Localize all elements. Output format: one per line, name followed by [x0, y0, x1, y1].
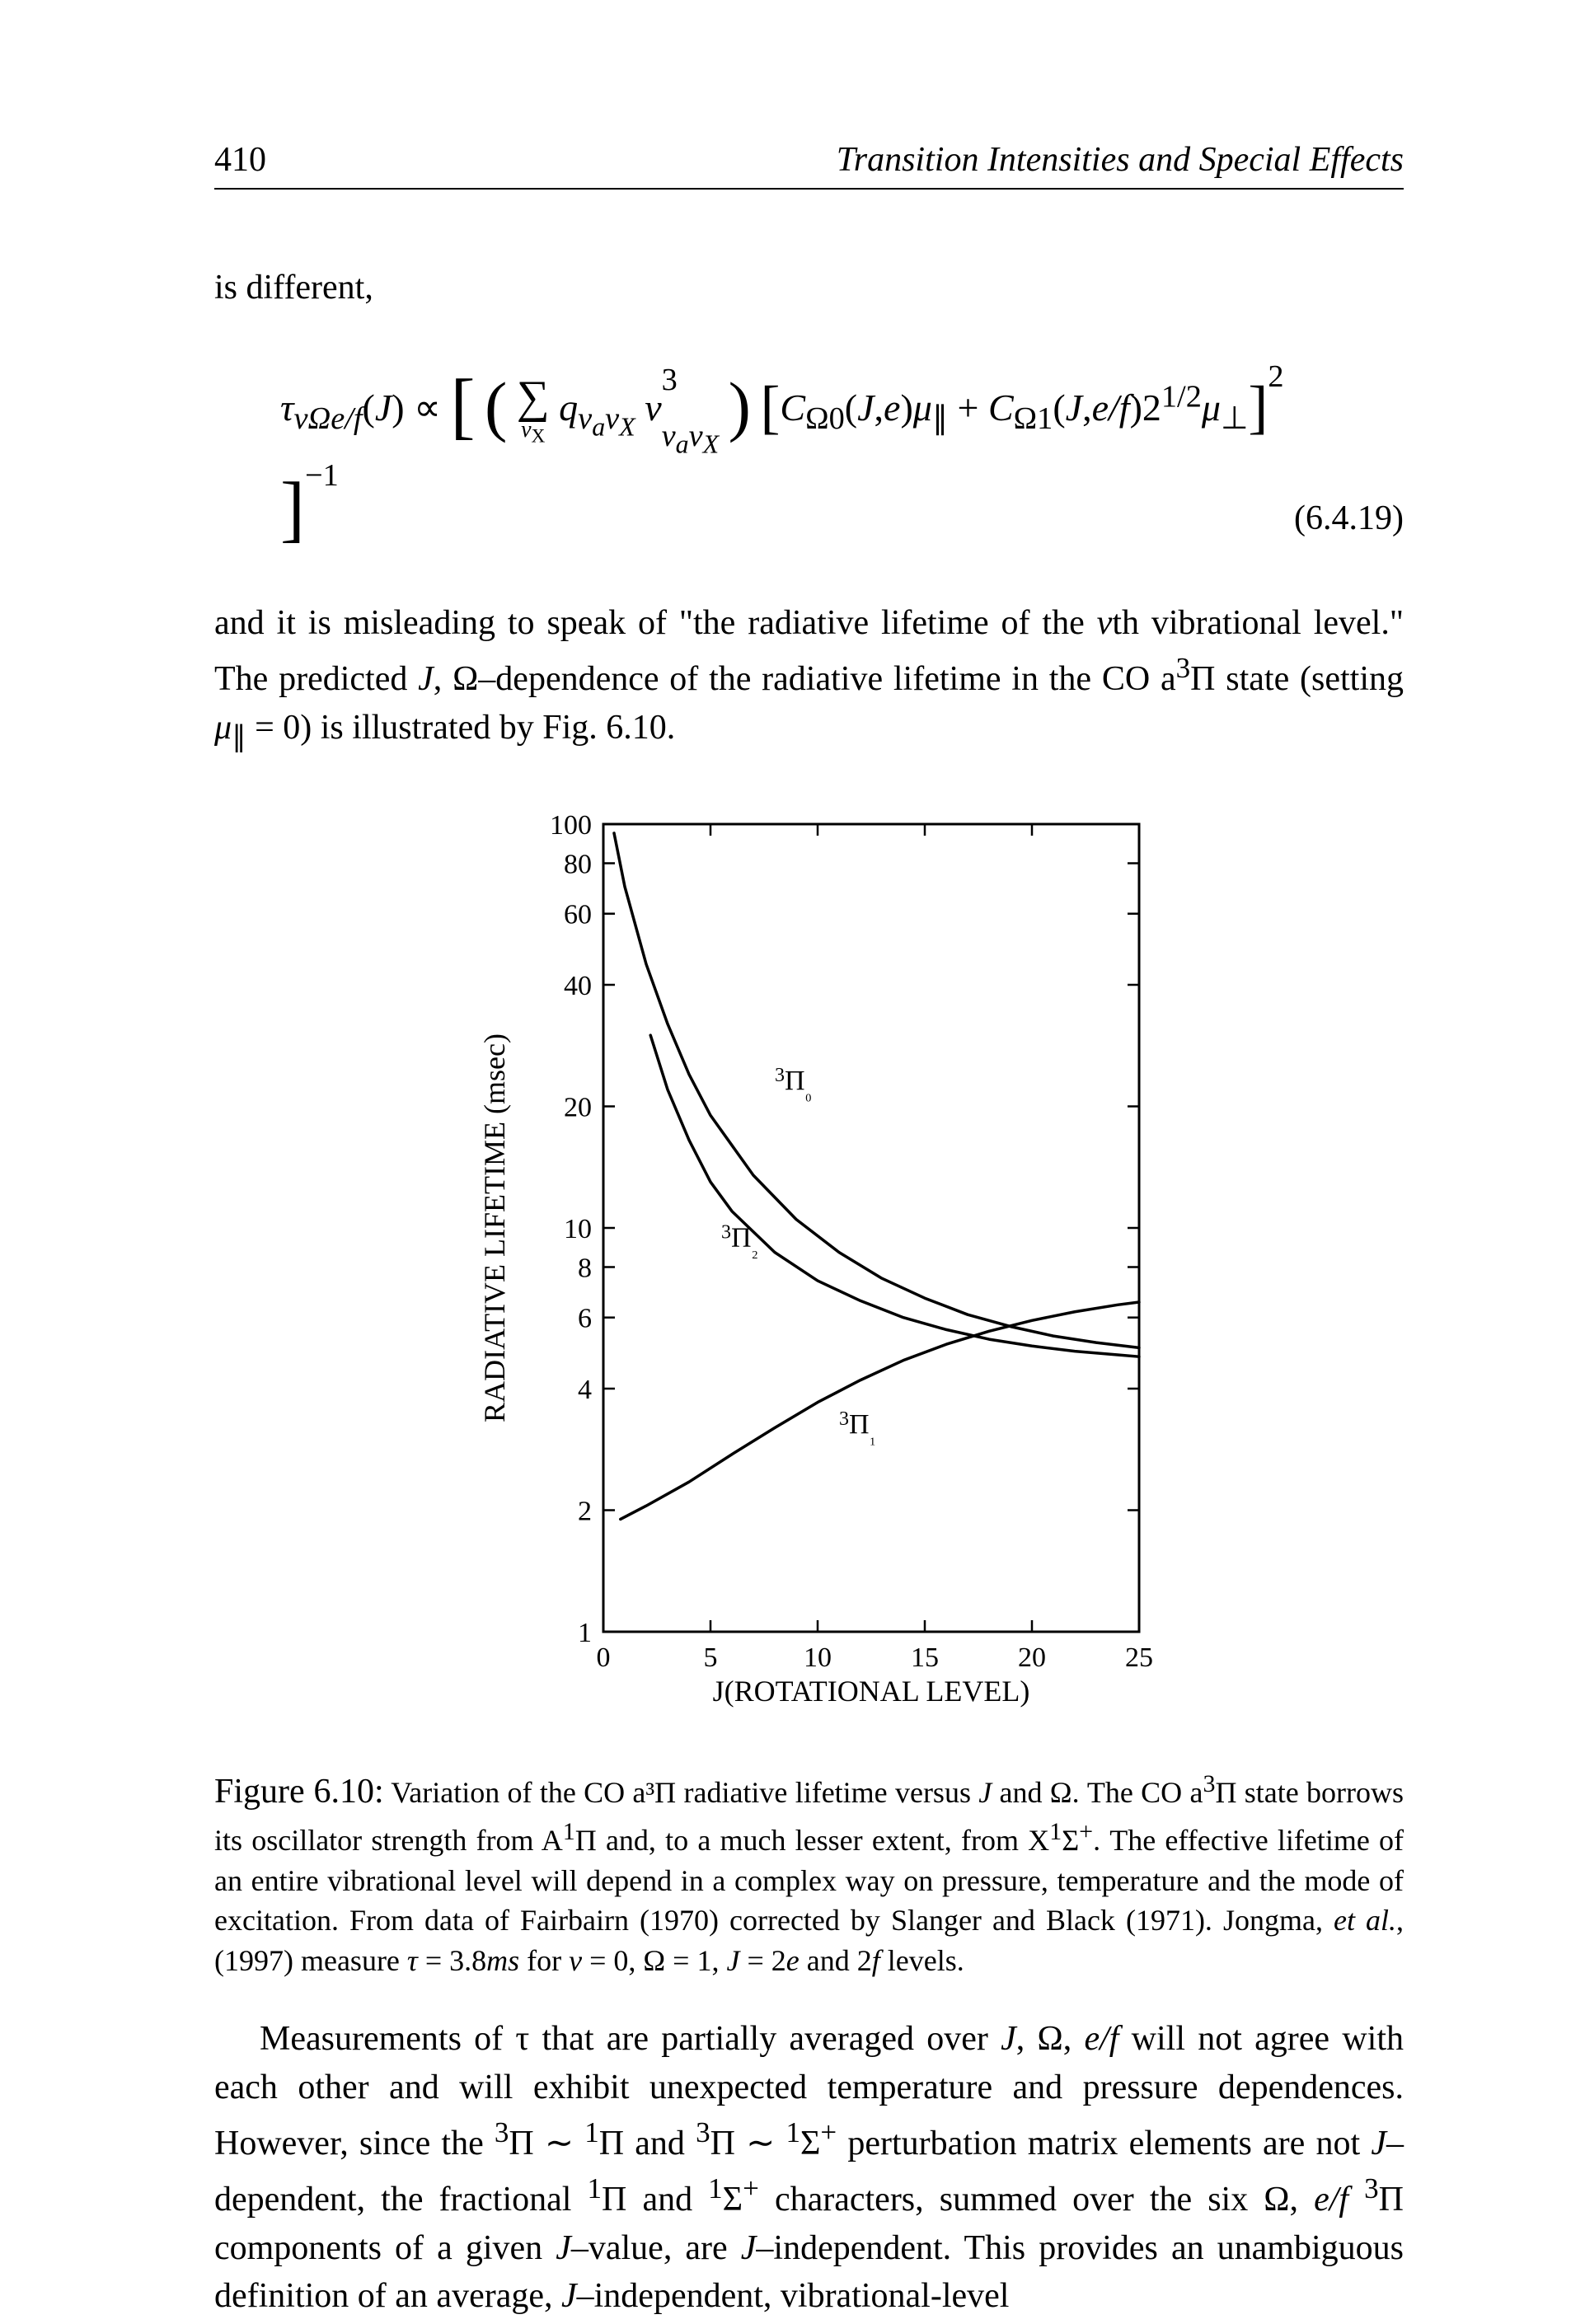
equation-number: (6.4.19): [1294, 499, 1404, 541]
chart-svg: 05101520251246810204060801003Π₀3Π₂3Π₁J(R…: [447, 791, 1172, 1714]
svg-text:20: 20: [1018, 1642, 1046, 1673]
paragraph-measurements: Measurements of τ that are partially ave…: [214, 2015, 1404, 2321]
caption-text: Variation of the CO a³Π radiative lifeti…: [384, 1776, 979, 1809]
svg-text:10: 10: [804, 1642, 832, 1673]
var-J: J: [1001, 2020, 1016, 2058]
text-run: and it is misleading to speak of "the ra…: [214, 604, 1097, 642]
page: 410 Transition Intensities and Special E…: [0, 0, 1585, 2324]
page-number: 410: [214, 140, 266, 180]
svg-text:1: 1: [578, 1618, 592, 1648]
var-ef: e/f: [1084, 2020, 1118, 2058]
svg-text:RADIATIVE LIFETIME (msec): RADIATIVE LIFETIME (msec): [478, 1033, 511, 1422]
svg-text:60: 60: [564, 900, 592, 930]
paragraph-after-eq: and it is misleading to speak of "the ra…: [214, 599, 1404, 757]
svg-text:4: 4: [578, 1375, 592, 1405]
page-header: 410 Transition Intensities and Special E…: [214, 140, 1404, 190]
text-run: Measurements of τ that are partially ave…: [260, 2020, 1001, 2058]
figure-caption: Figure 6.10: Variation of the CO a³Π rad…: [214, 1768, 1404, 1980]
svg-text:J(ROTATIONAL LEVEL): J(ROTATIONAL LEVEL): [712, 1675, 1029, 1708]
text-run: will not agree with each other and will …: [214, 2020, 1404, 2315]
var-v: v: [1097, 604, 1113, 642]
paragraph-lead: is different,: [214, 264, 1404, 312]
svg-text:25: 25: [1125, 1642, 1153, 1673]
svg-text:6: 6: [578, 1304, 592, 1334]
svg-text:5: 5: [703, 1642, 717, 1673]
var-J: J: [418, 660, 434, 698]
svg-text:0: 0: [596, 1642, 610, 1673]
svg-text:8: 8: [578, 1253, 592, 1284]
equation-6-4-19: τvΩe/f(J) ∝ [ ( ∑ vX qvavX ν3vavX ) [CΩ0…: [214, 354, 1294, 542]
svg-text:40: 40: [564, 971, 592, 1001]
var-J: J: [978, 1776, 992, 1809]
svg-text:80: 80: [564, 850, 592, 880]
figure-label: Figure 6.10:: [214, 1773, 384, 1811]
svg-text:100: 100: [550, 810, 592, 841]
svg-text:20: 20: [564, 1093, 592, 1123]
equation-block: τvΩe/f(J) ∝ [ ( ∑ vX qvavX ν3vavX ) [CΩ0…: [214, 354, 1404, 542]
figure-6-10: 05101520251246810204060801003Π₀3Π₂3Π₁J(R…: [214, 791, 1404, 1718]
svg-text:2: 2: [578, 1497, 592, 1527]
svg-text:15: 15: [911, 1642, 939, 1673]
svg-text:10: 10: [564, 1214, 592, 1244]
running-title: Transition Intensities and Special Effec…: [837, 140, 1404, 180]
text-run: , Ω,: [1016, 2020, 1085, 2058]
